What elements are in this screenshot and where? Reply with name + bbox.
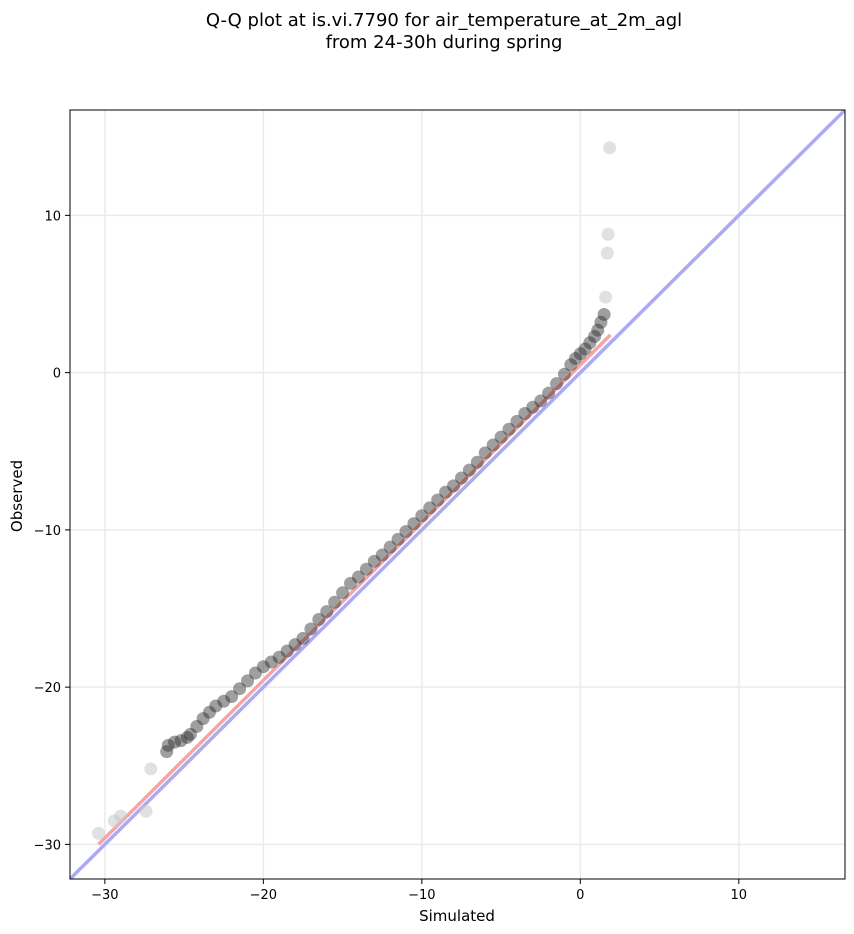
data-point <box>594 315 608 329</box>
data-point <box>431 493 445 507</box>
x-tick-label: 10 <box>731 888 748 903</box>
data-point <box>494 430 508 444</box>
data-point <box>304 622 318 636</box>
x-axis-label: Simulated <box>419 907 495 925</box>
data-point <box>588 329 602 343</box>
data-point <box>320 605 334 619</box>
data-point <box>139 804 153 818</box>
data-point <box>248 666 262 680</box>
chart-title-line-2: from 24-30h during spring <box>326 32 563 53</box>
data-point <box>578 342 592 356</box>
data-point <box>183 727 197 741</box>
data-point <box>603 141 617 155</box>
data-point <box>288 638 302 652</box>
y-axis-label: Observed <box>8 460 26 532</box>
data-point <box>510 414 524 428</box>
data-point <box>399 524 413 538</box>
data-point <box>217 694 231 708</box>
data-point <box>600 246 614 260</box>
data-point <box>209 699 223 713</box>
x-tick-label: −30 <box>91 888 118 903</box>
data-point <box>486 438 500 452</box>
data-point <box>296 631 310 645</box>
chart-title-line-1: Q-Q plot at is.vi.7790 for air_temperatu… <box>206 10 682 31</box>
data-point <box>407 517 421 531</box>
data-point <box>564 358 578 372</box>
data-point <box>256 660 270 674</box>
data-point <box>367 554 381 568</box>
data-point <box>359 562 373 576</box>
data-point <box>375 548 389 562</box>
data-point <box>225 690 239 704</box>
data-point <box>168 735 182 749</box>
data-point <box>391 532 405 546</box>
data-point <box>161 738 175 752</box>
data-point <box>583 336 597 350</box>
data-point <box>526 400 540 414</box>
y-tick-label: 10 <box>44 209 61 224</box>
data-point <box>233 682 247 696</box>
data-point <box>518 407 532 421</box>
data-point <box>542 386 556 400</box>
data-point <box>591 323 605 337</box>
data-point <box>92 826 106 840</box>
axes-frame <box>69 109 846 880</box>
data-point <box>470 455 484 469</box>
data-point <box>447 479 461 493</box>
data-point <box>534 394 548 408</box>
data-point <box>336 586 350 600</box>
data-point <box>174 734 188 748</box>
data-point <box>160 745 174 759</box>
x-tick-label: −10 <box>408 888 435 903</box>
data-point <box>415 509 429 523</box>
data-point <box>423 501 437 515</box>
data-point <box>569 351 583 365</box>
data-point <box>114 809 128 823</box>
x-tick-label: −20 <box>250 888 277 903</box>
y-tick-label: −10 <box>34 524 61 539</box>
y-tick-label: −20 <box>34 681 61 696</box>
fit-line <box>97 333 612 846</box>
data-point <box>462 463 476 477</box>
data-point <box>454 471 468 485</box>
data-point <box>280 644 294 658</box>
data-point <box>328 595 342 609</box>
data-point <box>601 227 615 241</box>
y-tick-label: −30 <box>34 838 61 853</box>
data-point <box>144 762 158 776</box>
data-point <box>557 367 571 381</box>
data-point <box>202 705 216 719</box>
data-point <box>478 446 492 460</box>
data-point <box>573 347 587 361</box>
data-point <box>550 377 564 391</box>
data-point <box>383 540 397 554</box>
data-point <box>180 730 194 744</box>
data-point <box>502 422 516 436</box>
y-tick-label: 0 <box>53 367 61 382</box>
data-point <box>241 674 255 688</box>
data-point <box>190 719 204 733</box>
data-point <box>264 655 278 669</box>
data-point <box>344 576 358 590</box>
data-point <box>597 307 611 321</box>
data-point <box>272 650 286 664</box>
data-point <box>351 570 365 584</box>
data-point <box>196 712 210 726</box>
data-point <box>439 485 453 499</box>
data-point <box>599 290 613 304</box>
data-point <box>312 613 326 627</box>
x-tick-label: 0 <box>576 888 584 903</box>
reference-line <box>70 110 845 879</box>
plot-area: −30 −20 −10 0 10 −30 −20 −10 0 10 <box>34 109 846 903</box>
plot-content <box>70 110 845 879</box>
